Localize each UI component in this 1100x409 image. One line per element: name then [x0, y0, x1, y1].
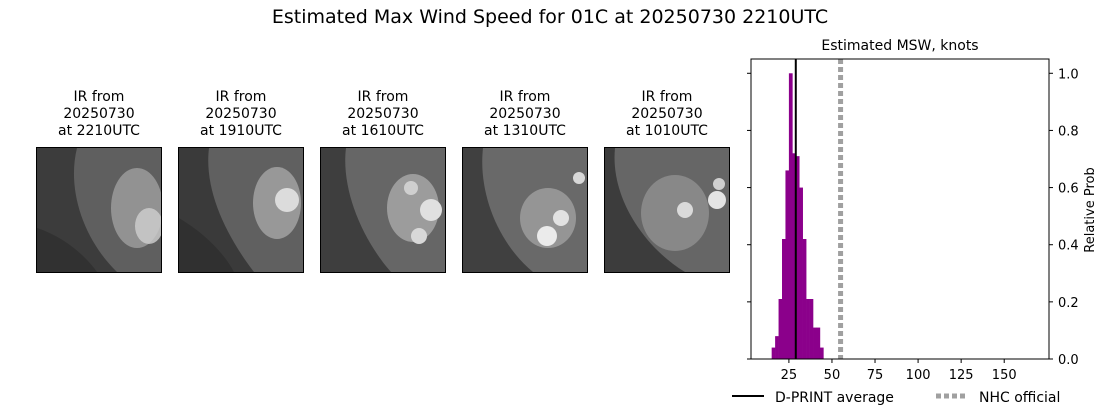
histogram-bar — [819, 347, 824, 359]
legend-dprint-label: D-PRINT average — [775, 390, 894, 406]
histogram-bar — [775, 336, 779, 359]
histogram-bar — [771, 347, 776, 359]
histogram-bar — [809, 299, 814, 359]
histogram-bar — [813, 327, 817, 359]
x-tick-label: 100 — [906, 368, 931, 383]
x-tick-label: 125 — [949, 368, 974, 383]
histogram-bar — [788, 73, 793, 360]
legend-nhc-label: NHC official — [979, 390, 1060, 406]
x-axis-ticks: 25 50 75 100 125 150 — [781, 359, 1017, 383]
y-tick-label: 0.2 — [1058, 296, 1079, 311]
ir-satellite-image — [462, 147, 588, 273]
ir-panel-title: IR from 20250730 at 1010UTC — [626, 89, 708, 139]
histogram-bar — [816, 327, 821, 359]
y-tick-label: 0.8 — [1058, 124, 1079, 139]
legend: D-PRINT average NHC official — [732, 390, 1060, 406]
ir-satellite-image — [320, 147, 446, 273]
y-axis-label: Relative Prob — [1083, 167, 1098, 252]
histogram-bar — [806, 299, 810, 359]
x-tick-label: 25 — [781, 368, 798, 383]
histogram-bar — [795, 156, 800, 359]
ir-panel-title: IR from 20250730 at 1910UTC — [200, 89, 282, 139]
y-tick-label: 0.4 — [1058, 239, 1079, 254]
histogram-bars — [771, 73, 824, 360]
y-tick-label: 0.6 — [1058, 182, 1079, 197]
histogram-bar — [782, 239, 786, 359]
histogram-bar — [799, 187, 803, 359]
ir-satellite-image — [178, 147, 304, 273]
histogram-bar — [802, 239, 807, 359]
ir-panel: IR from 20250730 at 1910UTC — [178, 89, 304, 140]
y-tick-label: 0.0 — [1058, 353, 1079, 368]
figure-title: Estimated Max Wind Speed for 01C at 2025… — [271, 6, 829, 28]
plot-frame — [750, 58, 1050, 360]
x-tick-label: 150 — [992, 368, 1017, 383]
histogram-bar — [785, 170, 790, 359]
x-tick-label: 50 — [824, 368, 841, 383]
histogram-bar — [778, 299, 783, 359]
ir-panel-title: IR from 20250730 at 1610UTC — [342, 89, 424, 139]
y-axis-ticks: 0.0 0.2 0.4 0.6 0.8 1.0 — [747, 67, 1079, 368]
ir-panel: IR from 20250730 at 1610UTC — [320, 89, 446, 140]
y-tick-label: 1.0 — [1058, 67, 1079, 82]
ir-satellite-image — [36, 147, 162, 273]
ir-panel-title: IR from 20250730 at 1310UTC — [484, 89, 566, 139]
ir-panel-title: IR from 20250730 at 2210UTC — [58, 89, 140, 139]
ir-panel: IR from 20250730 at 1310UTC — [462, 89, 588, 140]
ir-panel: IR from 20250730 at 1010UTC — [604, 89, 730, 140]
histogram-bar — [792, 153, 797, 359]
ir-panel: IR from 20250730 at 2210UTC — [36, 89, 162, 140]
x-tick-label: 75 — [867, 368, 884, 383]
chart-title: Estimated MSW, knots — [821, 38, 978, 54]
ir-satellite-image — [604, 147, 730, 273]
